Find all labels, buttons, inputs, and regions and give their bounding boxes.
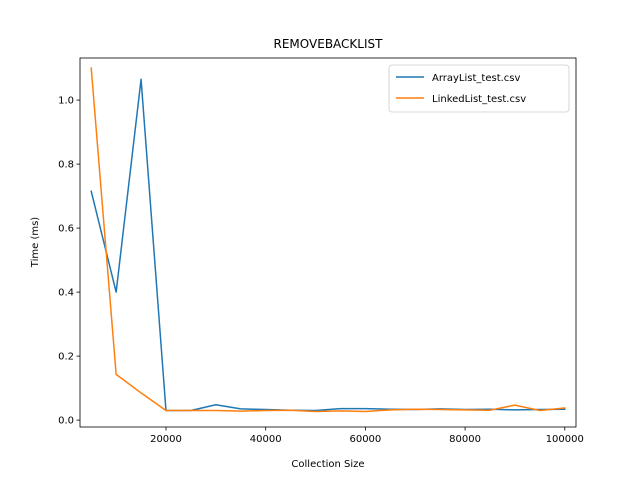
legend: ArrayList_test.csv LinkedList_test.csv xyxy=(388,64,570,113)
x-tick-label: 40000 xyxy=(250,434,282,445)
x-tick-label: 60000 xyxy=(349,434,381,445)
x-tick-label: 20000 xyxy=(150,434,182,445)
chart-title: REMOVEBACKLIST xyxy=(274,37,384,51)
y-tick-label: 0.8 xyxy=(58,160,74,171)
legend-box xyxy=(388,64,570,113)
plot-area: 20000 40000 60000 80000 100000 0.0 0.2 0.4 0.6 0.… xyxy=(58,57,584,445)
series-line-2 xyxy=(90,67,566,413)
legend-label-1: ArrayList_test.csv xyxy=(432,73,521,84)
y-tick-label: 0.4 xyxy=(58,288,74,299)
axes-frame xyxy=(79,57,577,428)
x-axis-label: Collection Size xyxy=(291,459,364,470)
x-tick-label: 80000 xyxy=(449,434,481,445)
x-tick-label: 100000 xyxy=(546,434,584,445)
legend-label-2: LinkedList_test.csv xyxy=(432,94,526,105)
y-tick-label: 0.2 xyxy=(58,352,74,363)
y-tick-label: 0.6 xyxy=(58,224,74,235)
y-tick-label: 1.0 xyxy=(58,96,74,107)
y-tick-label: 0.0 xyxy=(58,416,74,427)
y-axis-label: Time (ms) xyxy=(30,217,41,269)
